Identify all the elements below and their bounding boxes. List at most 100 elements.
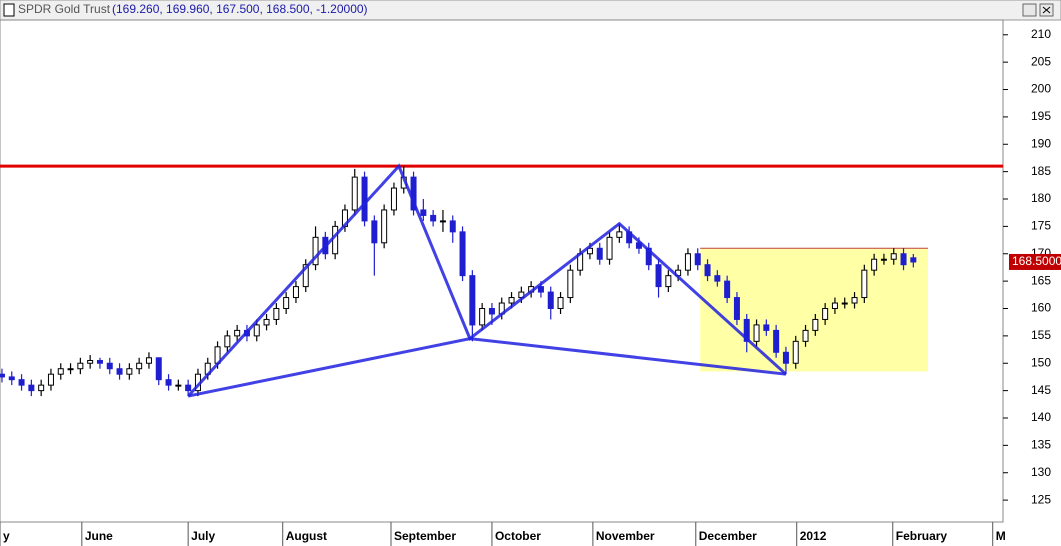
candle-body — [616, 231, 623, 238]
candle-body — [57, 368, 64, 375]
candle-body — [0, 373, 5, 378]
candle-body — [782, 351, 789, 364]
candle-body — [234, 329, 241, 337]
y-tick-label: 140 — [1031, 410, 1051, 424]
candle-body — [655, 264, 662, 288]
candle-body — [390, 187, 397, 211]
candle-body — [812, 318, 819, 331]
candle-body — [910, 257, 917, 263]
candle-body — [106, 362, 113, 370]
close-icon — [1042, 6, 1051, 14]
candle-body — [136, 362, 143, 370]
x-tick-label: June — [85, 529, 113, 543]
y-tick-label: 135 — [1031, 438, 1051, 452]
candle-body — [508, 297, 515, 304]
x-tick-label: February — [896, 529, 948, 543]
x-tick-label: November — [596, 529, 655, 543]
last-price-label: 168.5000 — [1012, 254, 1061, 268]
x-tick-label: July — [191, 529, 215, 543]
candle-body — [8, 376, 15, 381]
candle-body — [302, 264, 309, 288]
x-tick-label: M — [996, 529, 1006, 543]
candle-body — [126, 368, 133, 375]
candle-body — [185, 384, 192, 392]
y-tick-label: 200 — [1031, 82, 1051, 96]
candle-body — [841, 302, 848, 305]
window-icon — [3, 3, 15, 17]
candle-body — [704, 264, 711, 277]
candle-body — [224, 335, 231, 348]
candle-body — [606, 236, 613, 260]
candle-body — [714, 275, 721, 282]
candle-body — [332, 225, 339, 255]
candle-body — [18, 379, 25, 386]
candle-body — [77, 362, 84, 370]
candle-body — [449, 220, 456, 233]
candle-body — [283, 297, 290, 309]
chart-subtitle: (169.260, 169.960, 167.500, 168.500, -1.… — [112, 2, 368, 16]
candle-body — [753, 324, 760, 342]
candle-body — [263, 318, 270, 326]
candle-body — [743, 318, 750, 342]
candle-body — [567, 269, 574, 299]
candle-body — [537, 286, 544, 293]
y-tick-label: 195 — [1031, 109, 1051, 123]
candle-body — [381, 209, 388, 244]
candle-body — [488, 307, 495, 315]
candle-body — [665, 275, 672, 288]
plot-frame — [0, 19, 1004, 523]
candle-body — [773, 329, 780, 353]
candle-body — [371, 220, 378, 244]
candle-body — [28, 384, 35, 392]
candle-body — [155, 357, 162, 381]
trend-line — [187, 337, 787, 398]
candle-body — [96, 360, 103, 364]
y-tick-label: 130 — [1031, 465, 1051, 479]
candle-body — [469, 275, 476, 326]
y-tick-label: 155 — [1031, 328, 1051, 342]
candle-body — [312, 236, 319, 266]
candle-body — [67, 368, 74, 371]
candle-body — [420, 209, 427, 216]
candle-body — [459, 231, 466, 277]
candle-body — [724, 280, 731, 299]
candle-body — [890, 253, 897, 260]
candle-body — [684, 253, 691, 271]
candle-body — [116, 368, 123, 375]
candle-body — [596, 247, 603, 260]
candle-body — [851, 297, 858, 304]
candle-body — [430, 214, 437, 222]
restore-button[interactable] — [1022, 3, 1037, 17]
x-tick-label: 2012 — [800, 529, 827, 543]
candle-body — [586, 247, 593, 255]
y-tick-label: 180 — [1031, 191, 1051, 205]
x-tick-label: December — [699, 529, 757, 543]
y-tick-label: 205 — [1031, 54, 1051, 68]
candle-body — [361, 176, 368, 222]
candle-body — [880, 258, 887, 261]
y-tick-label: 160 — [1031, 301, 1051, 315]
y-tick-label: 190 — [1031, 136, 1051, 150]
x-tick-label: October — [495, 529, 541, 543]
candle-body — [861, 269, 868, 299]
candle-body — [733, 297, 740, 320]
candle-body — [47, 373, 54, 386]
y-tick-label: 210 — [1031, 27, 1051, 41]
candle-body — [547, 291, 554, 309]
candle-body — [557, 297, 564, 309]
candle-body — [292, 286, 299, 299]
candle-body — [38, 384, 45, 392]
last-price-box — [1009, 253, 1061, 270]
x-tick-label: August — [286, 529, 327, 543]
y-tick-label: 125 — [1031, 492, 1051, 506]
y-tick-label: 150 — [1031, 355, 1051, 369]
candle-body — [763, 324, 770, 331]
candle-body — [145, 357, 152, 364]
candle-body — [273, 307, 280, 320]
candle-body — [165, 379, 172, 386]
x-tick-label: y — [3, 529, 10, 543]
candle-body — [694, 253, 701, 266]
candle-body — [253, 324, 260, 337]
x-tick-label: September — [394, 529, 456, 543]
